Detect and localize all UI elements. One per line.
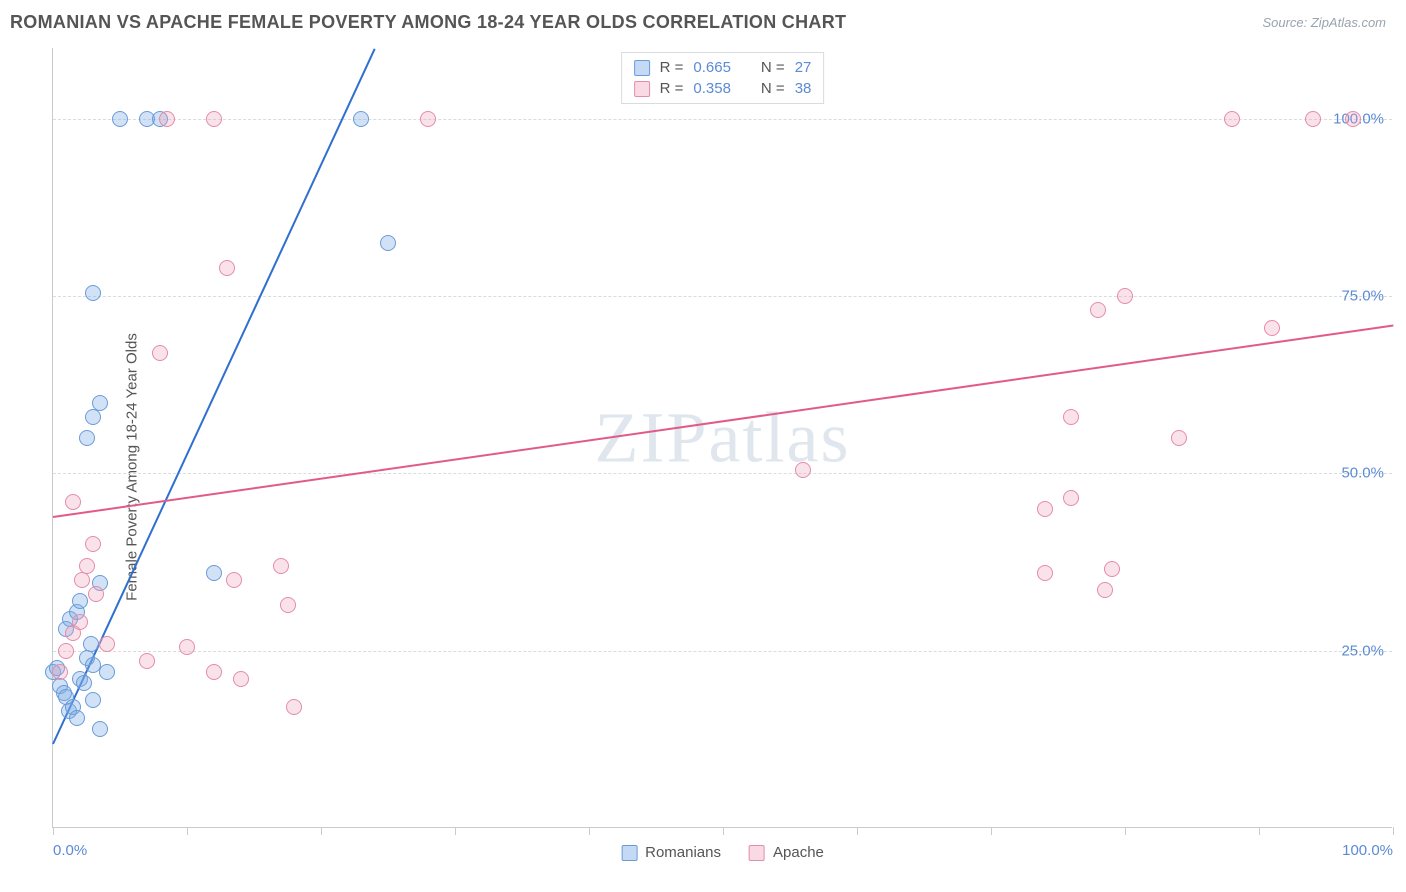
data-point (72, 593, 88, 609)
x-tick (321, 827, 322, 835)
x-tick (1393, 827, 1394, 835)
gridline (53, 119, 1392, 120)
r-value: 0.665 (693, 59, 731, 76)
data-point (1224, 111, 1240, 127)
gridline (53, 473, 1392, 474)
data-point (273, 558, 289, 574)
data-point (1305, 111, 1321, 127)
x-tick (455, 827, 456, 835)
stats-legend: R = 0.665 N = 27 R = 0.358 N = 38 (621, 52, 825, 104)
y-tick-label: 75.0% (1341, 288, 1384, 305)
data-point (206, 111, 222, 127)
gridline (53, 651, 1392, 652)
legend-swatch (749, 845, 765, 861)
data-point (74, 572, 90, 588)
data-point (420, 111, 436, 127)
data-point (1345, 111, 1361, 127)
chart-title: ROMANIAN VS APACHE FEMALE POVERTY AMONG … (10, 12, 846, 33)
data-point (85, 692, 101, 708)
data-point (79, 430, 95, 446)
legend-item: Romanians (621, 844, 721, 861)
data-point (85, 285, 101, 301)
data-point (1063, 409, 1079, 425)
data-point (1090, 302, 1106, 318)
data-point (1063, 490, 1079, 506)
legend-swatch (634, 81, 650, 97)
legend-label: Romanians (645, 844, 721, 861)
gridline (53, 296, 1392, 297)
r-label: R = (660, 80, 684, 97)
data-point (69, 710, 85, 726)
data-point (380, 235, 396, 251)
data-point (1037, 565, 1053, 581)
data-point (280, 597, 296, 613)
data-point (58, 643, 74, 659)
data-point (286, 699, 302, 715)
stats-row: R = 0.665 N = 27 (634, 57, 812, 78)
data-point (159, 111, 175, 127)
data-point (1117, 288, 1133, 304)
data-point (1104, 561, 1120, 577)
x-tick (1259, 827, 1260, 835)
r-label: R = (660, 59, 684, 76)
n-label: N = (761, 59, 785, 76)
x-tick (1125, 827, 1126, 835)
data-point (83, 636, 99, 652)
data-point (233, 671, 249, 687)
series-legend: Romanians Apache (621, 844, 824, 861)
y-tick-label: 25.0% (1341, 642, 1384, 659)
data-point (65, 494, 81, 510)
data-point (112, 111, 128, 127)
data-point (85, 409, 101, 425)
trendline-apache (53, 325, 1393, 518)
plot-region: ZIPatlas R =0.665N =27R =0.358N =38 Roma… (52, 48, 1392, 828)
n-value: 38 (795, 80, 812, 97)
data-point (1097, 582, 1113, 598)
n-label: N = (761, 80, 785, 97)
n-value: 27 (795, 59, 812, 76)
data-point (88, 586, 104, 602)
data-point (219, 260, 235, 276)
x-tick-label: 0.0% (53, 842, 87, 859)
data-point (353, 111, 369, 127)
data-point (79, 558, 95, 574)
x-tick (187, 827, 188, 835)
x-tick (53, 827, 54, 835)
data-point (99, 664, 115, 680)
data-point (76, 675, 92, 691)
chart-area: Female Poverty Among 18-24 Year Olds ZIP… (10, 48, 1396, 886)
data-point (1037, 501, 1053, 517)
stats-row: R = 0.358 N = 38 (634, 78, 812, 99)
r-value: 0.358 (693, 80, 731, 97)
data-point (179, 639, 195, 655)
legend-swatch (634, 60, 650, 76)
x-tick (723, 827, 724, 835)
x-tick (991, 827, 992, 835)
source-label: Source: ZipAtlas.com (1262, 15, 1386, 30)
data-point (795, 462, 811, 478)
data-point (1171, 430, 1187, 446)
x-tick (589, 827, 590, 835)
y-tick-label: 50.0% (1341, 465, 1384, 482)
data-point (206, 565, 222, 581)
data-point (85, 536, 101, 552)
data-point (72, 614, 88, 630)
legend-label: Apache (773, 844, 824, 861)
data-point (92, 395, 108, 411)
data-point (92, 721, 108, 737)
data-point (139, 653, 155, 669)
legend-item: Apache (749, 844, 824, 861)
chart-header: ROMANIAN VS APACHE FEMALE POVERTY AMONG … (0, 0, 1406, 41)
data-point (1264, 320, 1280, 336)
x-tick-label: 100.0% (1342, 842, 1393, 859)
data-point (52, 664, 68, 680)
data-point (99, 636, 115, 652)
x-tick (857, 827, 858, 835)
data-point (152, 345, 168, 361)
data-point (226, 572, 242, 588)
legend-swatch (621, 845, 637, 861)
data-point (206, 664, 222, 680)
